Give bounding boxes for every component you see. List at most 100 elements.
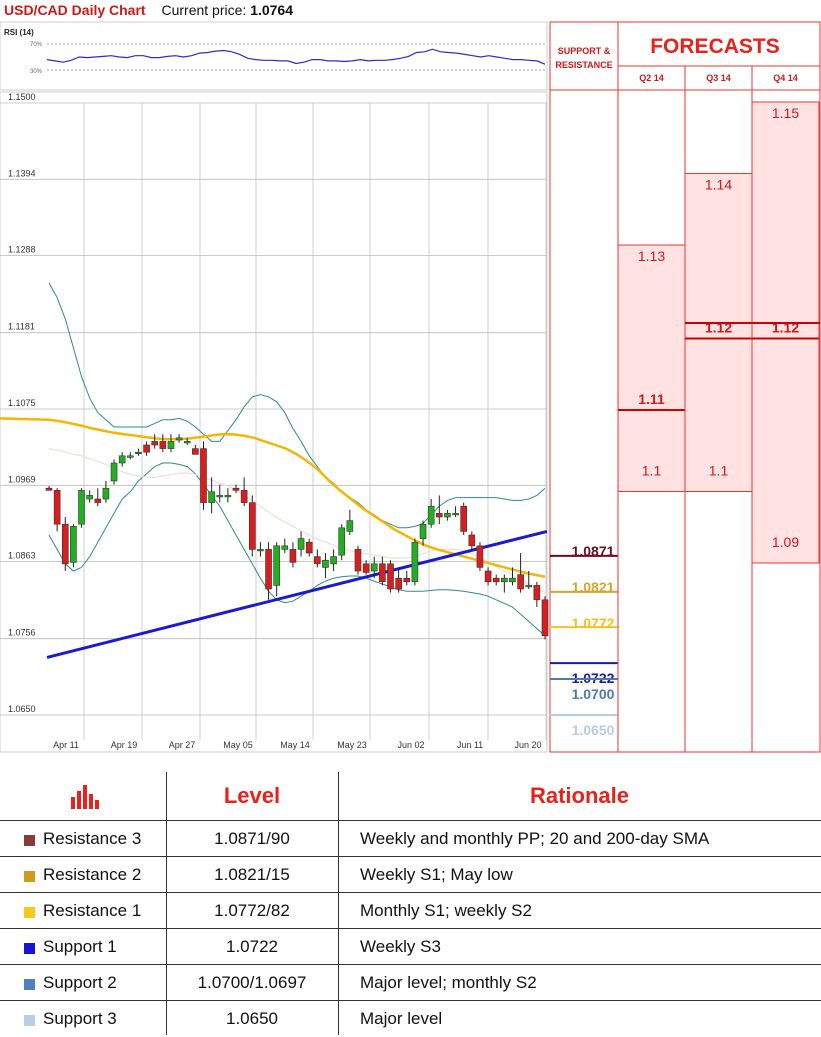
row-level: 1.0700/1.0697 xyxy=(197,973,307,992)
candle xyxy=(281,545,289,550)
candle xyxy=(273,545,280,586)
candle xyxy=(78,490,85,525)
price-label: Current price: xyxy=(161,2,247,18)
candle xyxy=(411,541,419,583)
header-rationale: Rationale xyxy=(529,783,630,808)
y-tick-label: 1.1075 xyxy=(8,398,36,408)
candle xyxy=(533,585,541,601)
candle xyxy=(257,549,264,552)
candle xyxy=(265,549,272,590)
candle xyxy=(387,563,394,590)
level-swatch xyxy=(24,907,35,918)
candle xyxy=(143,444,150,453)
table-divider-2 xyxy=(338,772,339,1035)
candle xyxy=(45,487,53,491)
table-header: Level Rationale xyxy=(0,772,821,820)
candle xyxy=(208,491,215,503)
candle xyxy=(183,441,191,444)
candle xyxy=(314,556,321,565)
row-rationale: Monthly S1; weekly S2 xyxy=(360,901,532,920)
sr-level-label: 1.0650 xyxy=(572,722,615,738)
x-tick-label: May 14 xyxy=(280,740,310,750)
candle xyxy=(167,441,175,449)
row-name: Resistance 3 xyxy=(43,829,142,848)
forecasts-title: FORECASTS xyxy=(650,35,780,58)
candle xyxy=(444,513,451,518)
y-tick-label: 1.1394 xyxy=(8,168,36,178)
x-tick-label: Jun 11 xyxy=(457,740,483,750)
row-level: 1.0722 xyxy=(226,937,278,956)
candle xyxy=(330,556,337,565)
chart-area: RSI (14) 70% 30% 1.1500 1.1394 1.1288 1.118… xyxy=(0,21,821,753)
candle xyxy=(240,490,248,503)
support-resistance-panel: SUPPORT & RESISTANCE 1.0871 1.0821 1.0772 1… xyxy=(549,21,619,753)
forecast-col-label: Q2 14 xyxy=(639,73,664,83)
candle xyxy=(476,545,484,568)
candle xyxy=(248,502,256,550)
bollinger-upper-line xyxy=(48,282,546,529)
candle xyxy=(118,455,126,464)
candle xyxy=(419,523,427,539)
y-tick-label: 1.1500 xyxy=(8,92,36,102)
forecast-col-label: Q4 14 xyxy=(773,73,798,83)
row-name: Resistance 1 xyxy=(43,901,142,920)
sma-yellow-line xyxy=(0,417,546,579)
candle xyxy=(460,505,467,532)
sr-level-label: 1.0772 xyxy=(572,615,615,631)
rsi-level-70: 70% xyxy=(30,42,43,48)
rsi-level-30: 30% xyxy=(30,69,43,75)
candle xyxy=(492,577,500,583)
x-tick-label: Jun 20 xyxy=(514,740,541,750)
candle xyxy=(403,577,411,583)
candle xyxy=(110,462,118,482)
candle xyxy=(102,487,110,500)
table-row: Support 1 1.0722 Weekly S3 xyxy=(0,928,821,965)
candle xyxy=(289,549,297,563)
table-row: Resistance 2 1.0821/15 Weekly S1; May low xyxy=(0,856,821,893)
candle xyxy=(61,523,69,565)
forecast-value: 1.14 xyxy=(705,177,732,193)
candle xyxy=(395,577,402,590)
candle xyxy=(200,448,207,503)
candle xyxy=(338,527,346,556)
y-tick-label: 1.0969 xyxy=(8,474,36,484)
candle xyxy=(135,451,142,455)
row-level: 1.0821/15 xyxy=(214,865,290,884)
y-tick-label: 1.0863 xyxy=(8,551,36,561)
forecast-col-label: Q3 14 xyxy=(706,73,731,83)
row-name: Support 1 xyxy=(43,937,117,956)
candle xyxy=(175,437,183,441)
x-axis: Apr 11 Apr 19 Apr 27 May 05 May 14 May 23 Jun … xyxy=(53,740,541,750)
row-level: 1.0650 xyxy=(226,1009,278,1028)
candle xyxy=(232,487,240,491)
level-swatch xyxy=(24,835,35,846)
row-rationale: Major level xyxy=(360,1009,443,1028)
candle xyxy=(362,563,370,573)
rsi-line xyxy=(46,48,546,65)
price-panel: 1.1500 1.1394 1.1288 1.1181 1.1075 1.0969 1.08… xyxy=(0,91,549,753)
levels-table: Level Rationale Resistance 3 1.0871/90 Wee… xyxy=(0,772,821,1035)
header-level: Level xyxy=(223,783,281,808)
rsi-label: RSI (14) xyxy=(4,28,34,37)
sr-level-label: 1.0821 xyxy=(572,579,615,595)
candle xyxy=(151,441,159,446)
candle xyxy=(322,559,329,568)
candle xyxy=(541,599,549,637)
candle xyxy=(517,574,524,590)
forecast-range xyxy=(684,173,753,492)
y-tick-label: 1.1181 xyxy=(8,322,35,332)
table-row: Support 3 1.0650 Major level xyxy=(0,1000,821,1037)
candle xyxy=(509,577,516,583)
table-row: Resistance 3 1.0871/90 Weekly and monthly … xyxy=(0,820,821,857)
x-tick-label: Apr 27 xyxy=(169,740,196,750)
y-tick-label: 1.0756 xyxy=(8,628,36,638)
trendline xyxy=(46,529,548,659)
bollinger-lower-line xyxy=(48,462,546,637)
candle xyxy=(501,577,508,583)
forecast-value: 1.1 xyxy=(642,463,662,479)
row-name: Support 2 xyxy=(43,973,117,992)
sr-level-label: 1.0700 xyxy=(572,686,615,702)
row-rationale: Major level; monthly S2 xyxy=(360,973,537,992)
rsi-panel: RSI (14) 70% 30% xyxy=(0,21,548,91)
